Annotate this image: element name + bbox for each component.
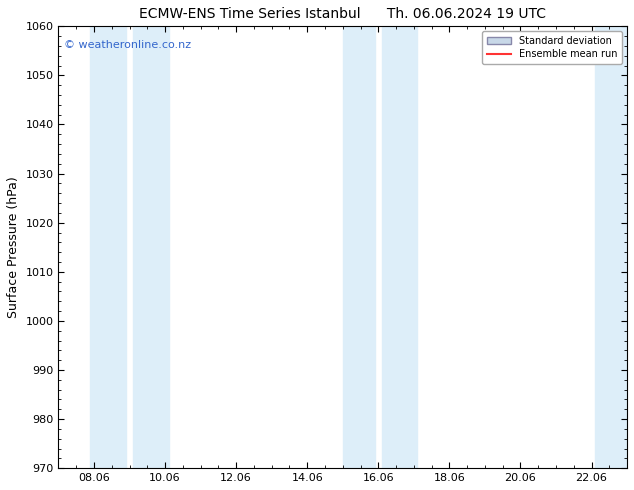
Y-axis label: Surface Pressure (hPa): Surface Pressure (hPa) (7, 176, 20, 318)
Legend: Standard deviation, Ensemble mean run: Standard deviation, Ensemble mean run (482, 31, 622, 64)
Bar (343, 26, 375, 468)
Bar (382, 26, 417, 468)
Bar (595, 26, 631, 468)
Text: © weatheronline.co.nz: © weatheronline.co.nz (64, 40, 191, 49)
Title: ECMW-ENS Time Series Istanbul      Th. 06.06.2024 19 UTC: ECMW-ENS Time Series Istanbul Th. 06.06.… (139, 7, 547, 21)
Bar (91, 26, 126, 468)
Bar (133, 26, 169, 468)
